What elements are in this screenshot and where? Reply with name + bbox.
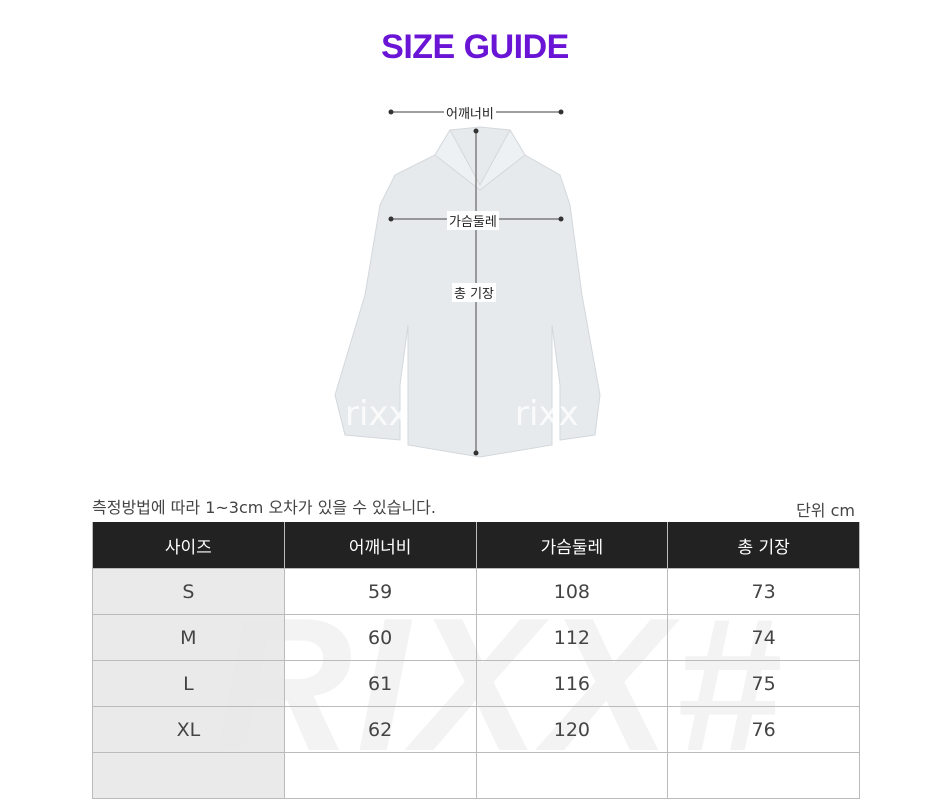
measurement-note: 측정방법에 따라 1~3cm 오차가 있을 수 있습니다.: [92, 498, 436, 517]
shoulder-cell: [283, 752, 477, 799]
shoulder-cell: 59: [283, 568, 477, 615]
shirt-diagram: rixx rixx 어깨너비 가슴둘레 총 기장: [320, 95, 630, 469]
page-title: SIZE GUIDE: [381, 28, 569, 66]
table-row: XL 62 120 76: [92, 706, 860, 753]
size-table: 사이즈 어깨너비 가슴둘레 총 기장 S 59 108 73 M 60 112 74 L 61…: [92, 522, 860, 799]
length-cell: [667, 752, 860, 799]
table-row: S 59 108 73: [92, 568, 860, 615]
chest-label: 가슴둘레: [447, 211, 499, 230]
shoulder-cell: 62: [283, 706, 477, 753]
length-label: 총 기장: [452, 283, 497, 302]
size-cell: L: [92, 660, 285, 707]
shoulder-label: 어깨너비: [444, 103, 496, 122]
size-cell: S: [92, 568, 285, 615]
shirt-image: rixx rixx: [334, 109, 601, 458]
length-cell: 75: [667, 660, 860, 707]
watermark-text-2: rixx: [515, 394, 579, 434]
table-row: L 61 116 75: [92, 660, 860, 707]
shoulder-cell: 60: [283, 614, 477, 661]
table-header-row: 사이즈 어깨너비 가슴둘레 총 기장: [92, 522, 860, 569]
size-cell: XL: [92, 706, 285, 753]
table-row: [92, 752, 860, 799]
size-cell: [92, 752, 285, 799]
chest-cell: 108: [475, 568, 669, 615]
unit-label: 단위 cm: [796, 501, 855, 520]
header-length: 총 기장: [667, 522, 860, 569]
table-row: M 60 112 74: [92, 614, 860, 661]
header-chest: 가슴둘레: [475, 522, 669, 569]
watermark-text: rixx: [345, 394, 409, 434]
chest-cell: [475, 752, 669, 799]
length-cell: 73: [667, 568, 860, 615]
chest-cell: 112: [475, 614, 669, 661]
shoulder-cell: 61: [283, 660, 477, 707]
chest-cell: 116: [475, 660, 669, 707]
length-cell: 76: [667, 706, 860, 753]
chest-cell: 120: [475, 706, 669, 753]
header-size: 사이즈: [92, 522, 285, 569]
header-shoulder: 어깨너비: [283, 522, 477, 569]
size-cell: M: [92, 614, 285, 661]
length-cell: 74: [667, 614, 860, 661]
